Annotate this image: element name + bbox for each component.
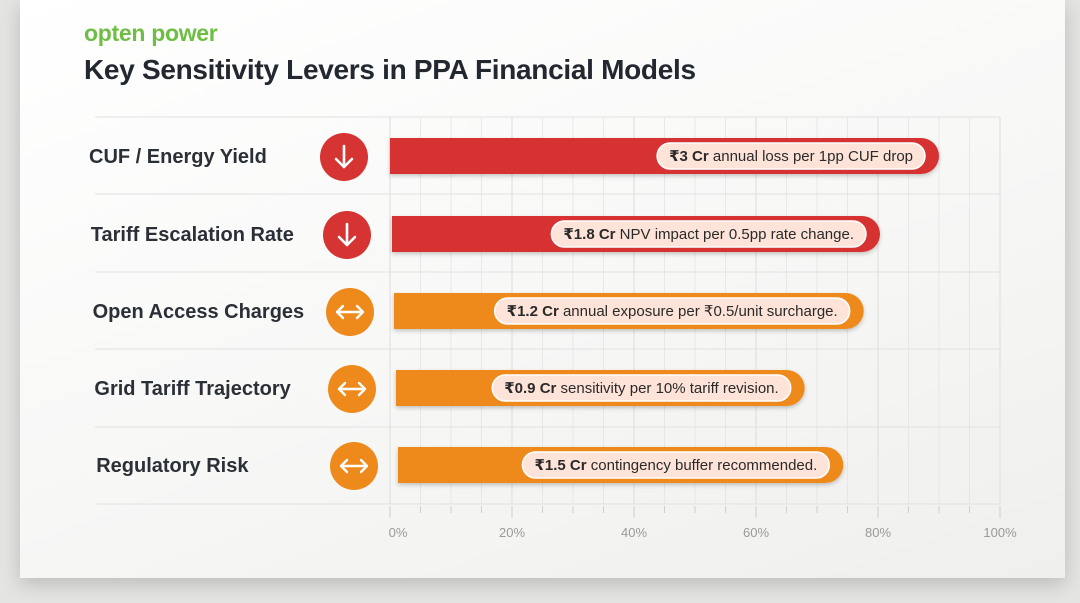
category-label: Regulatory Risk bbox=[96, 455, 249, 477]
category-label: CUF / Energy Yield bbox=[89, 146, 267, 168]
arrow-left-right-icon bbox=[326, 288, 374, 336]
arrow-left-right-icon bbox=[330, 442, 378, 490]
category-label: Grid Tariff Trajectory bbox=[94, 378, 291, 400]
annotation-value: ₹1.5 Cr bbox=[534, 457, 586, 474]
x-tick-label: 100% bbox=[983, 525, 1017, 540]
category-label: Open Access Charges bbox=[93, 301, 305, 323]
category-label: Tariff Escalation Rate bbox=[91, 224, 294, 246]
page-title: Key Sensitivity Levers in PPA Financial … bbox=[84, 54, 696, 85]
annotation-text: annual loss per 1pp CUF drop bbox=[709, 148, 913, 165]
annotation-text: sensitivity per 10% tariff revision. bbox=[556, 380, 778, 397]
arrow-left-right-icon bbox=[328, 365, 376, 413]
x-tick-label: 60% bbox=[743, 525, 769, 540]
chart-row: CUF / Energy Yield ₹3 Cr annual loss per … bbox=[89, 133, 939, 181]
brand-logo: opten power bbox=[84, 20, 218, 46]
annotation-value: ₹0.9 Cr bbox=[504, 380, 556, 397]
bar-annotation: ₹1.5 Cr contingency buffer recommended. bbox=[521, 451, 831, 479]
bar-annotation: ₹1.8 Cr NPV impact per 0.5pp rate change… bbox=[550, 220, 867, 248]
chart-row: Open Access Charges ₹1.2 Cr annual exposu… bbox=[93, 288, 864, 336]
svg-text:₹0.9 Cr sensitivity per 10% ta: ₹0.9 Cr sensitivity per 10% tariff revis… bbox=[504, 380, 778, 397]
x-tick-label: 0% bbox=[389, 525, 408, 540]
chart-row: Grid Tariff Trajectory ₹0.9 Cr sensitivit… bbox=[94, 365, 805, 413]
annotation-text: NPV impact per 0.5pp rate change. bbox=[616, 226, 854, 243]
chart-row: Tariff Escalation Rate ₹1.8 Cr NPV impact… bbox=[91, 211, 880, 259]
x-tick-label: 40% bbox=[621, 525, 647, 540]
arrow-down-icon bbox=[320, 133, 368, 181]
bar-annotation: ₹3 Cr annual loss per 1pp CUF drop bbox=[656, 142, 926, 170]
chart-row: Regulatory Risk ₹1.5 Cr contingency buffe… bbox=[96, 442, 844, 490]
x-tick-label: 80% bbox=[865, 525, 891, 540]
annotation-text: contingency buffer recommended. bbox=[587, 457, 818, 474]
annotation-value: ₹1.2 Cr bbox=[507, 303, 559, 320]
arrow-down-icon bbox=[323, 211, 371, 259]
svg-text:₹1.5 Cr contingency buffer rec: ₹1.5 Cr contingency buffer recommended. bbox=[534, 457, 817, 474]
bar-annotation: ₹0.9 Cr sensitivity per 10% tariff revis… bbox=[491, 374, 792, 402]
x-tick-label: 20% bbox=[499, 525, 525, 540]
svg-text:₹1.2 Cr annual exposure per ₹0: ₹1.2 Cr annual exposure per ₹0.5/unit su… bbox=[507, 303, 838, 320]
annotation-value: ₹3 Cr bbox=[669, 148, 709, 165]
bar-annotation: ₹1.2 Cr annual exposure per ₹0.5/unit su… bbox=[493, 297, 851, 325]
svg-text:₹3 Cr annual loss per 1pp CUF: ₹3 Cr annual loss per 1pp CUF drop bbox=[669, 148, 913, 165]
annotation-value: ₹1.8 Cr bbox=[563, 226, 615, 243]
annotation-text: annual exposure per ₹0.5/unit surcharge. bbox=[559, 303, 838, 320]
svg-text:₹1.8 Cr NPV impact per 0.5pp r: ₹1.8 Cr NPV impact per 0.5pp rate change… bbox=[563, 226, 854, 243]
